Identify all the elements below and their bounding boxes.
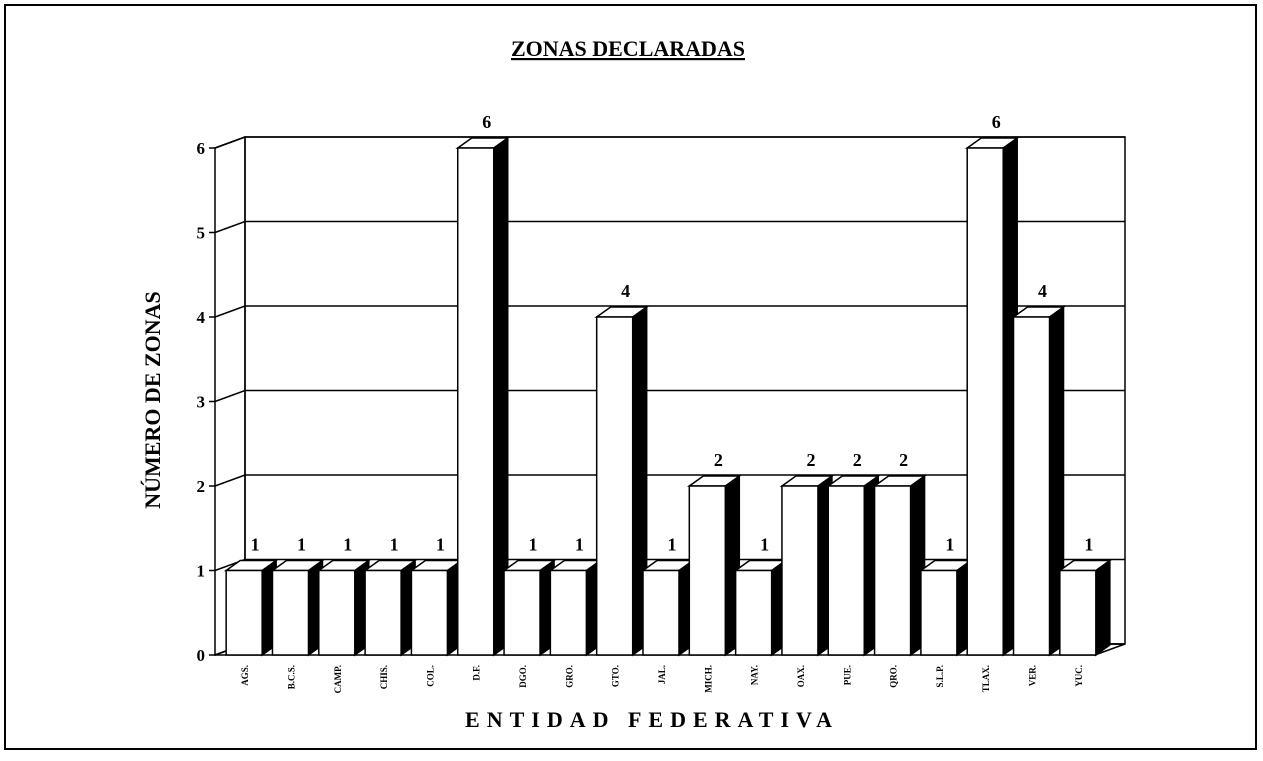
y-tick-label: 1 xyxy=(197,562,206,581)
y-tick-label: 6 xyxy=(197,139,206,158)
x-tick-label: OAX. xyxy=(796,665,806,687)
y-tick-label: 3 xyxy=(197,393,206,412)
x-tick-label: YUC. xyxy=(1074,665,1084,687)
x-tick-label: S.L.P. xyxy=(935,665,945,687)
x-tick-label: VER. xyxy=(1028,665,1038,686)
grid-line xyxy=(214,220,1125,234)
bar xyxy=(688,485,727,656)
data-label: 4 xyxy=(621,281,630,301)
x-tick-label: B.C.S. xyxy=(286,665,296,689)
data-label: 1 xyxy=(1084,535,1093,555)
x-tick-label: D.F. xyxy=(472,665,482,681)
bar xyxy=(873,485,912,656)
x-tick-label: GTO. xyxy=(611,665,621,687)
x-tick-label: TLAX. xyxy=(981,665,991,692)
data-label: 1 xyxy=(343,535,352,555)
bar xyxy=(549,569,588,656)
grid-line xyxy=(214,136,1125,149)
grid-line xyxy=(214,474,1125,487)
y-tick-label: 0 xyxy=(197,646,206,665)
x-tick-label: MICH. xyxy=(703,665,713,693)
bar xyxy=(966,147,1004,656)
bar xyxy=(1059,569,1097,656)
chart-title: ZONAS DECLARADAS xyxy=(511,36,745,61)
data-label: 1 xyxy=(668,535,677,555)
bar xyxy=(827,485,866,656)
data-label: 2 xyxy=(806,450,815,470)
grid-line xyxy=(214,389,1125,403)
data-label: 1 xyxy=(436,535,445,555)
x-tick-label: QRO. xyxy=(889,665,899,688)
x-tick-label: GRO. xyxy=(564,665,574,688)
bar xyxy=(595,316,634,656)
bar xyxy=(734,569,773,656)
data-label: 2 xyxy=(899,450,908,470)
bar xyxy=(271,569,310,656)
data-label: 4 xyxy=(1038,281,1047,301)
bar xyxy=(410,569,449,656)
x-tick-label: PUE. xyxy=(842,665,852,685)
x-tick-label: DGO. xyxy=(518,665,528,688)
grid-line xyxy=(214,305,1125,318)
x-tick-label: JAL. xyxy=(657,665,667,684)
data-label: 1 xyxy=(575,535,584,555)
x-axis-label: ENTIDAD FEDERATIVA xyxy=(465,707,839,732)
x-tick-label: CHIS. xyxy=(379,665,389,689)
x-tick-label: COL. xyxy=(425,665,435,687)
y-tick-label: 4 xyxy=(197,308,206,327)
data-label: 6 xyxy=(992,112,1001,132)
bar xyxy=(225,569,263,656)
data-label: 2 xyxy=(714,450,723,470)
data-label: 1 xyxy=(251,535,260,555)
data-label: 1 xyxy=(390,535,399,555)
bar xyxy=(364,569,402,656)
data-label: 2 xyxy=(853,450,862,470)
bar xyxy=(456,147,495,656)
x-tick-label: AGS. xyxy=(240,665,250,686)
bar xyxy=(781,485,819,656)
bar xyxy=(1012,316,1051,656)
data-label: 1 xyxy=(945,535,954,555)
data-label: 1 xyxy=(297,535,306,555)
data-label: 1 xyxy=(760,535,769,555)
y-tick-label: 5 xyxy=(197,224,206,243)
bar xyxy=(503,569,541,656)
data-label: 6 xyxy=(482,112,491,132)
bar-side xyxy=(1095,559,1111,657)
x-tick-label: CAMP. xyxy=(333,665,343,693)
y-axis-label: NÚMERO DE ZONAS xyxy=(140,291,165,509)
bar xyxy=(642,569,680,656)
data-label: 1 xyxy=(529,535,538,555)
x-tick-label: NAY. xyxy=(750,665,760,685)
y-tick-label: 2 xyxy=(197,477,206,496)
bar xyxy=(920,569,958,656)
bar xyxy=(318,569,356,656)
